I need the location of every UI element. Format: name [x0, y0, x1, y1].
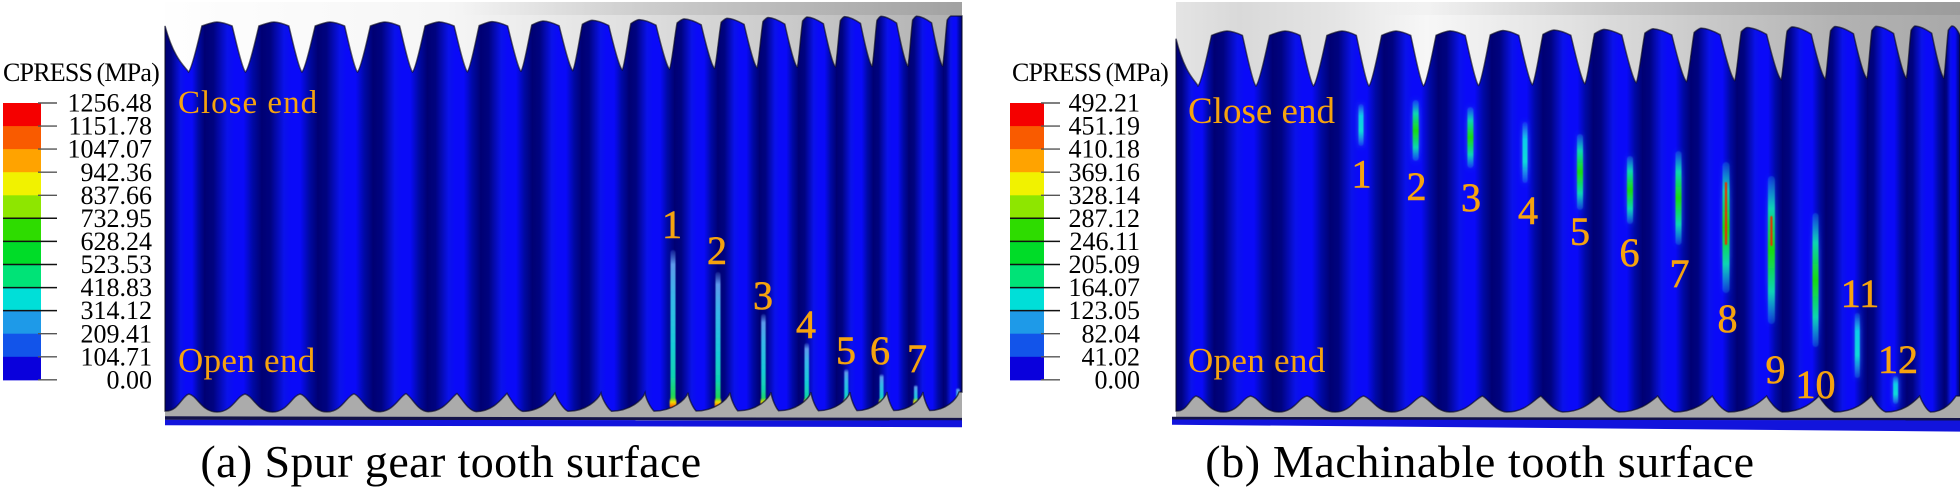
- svg-text:628.24: 628.24: [81, 227, 153, 256]
- svg-text:9: 9: [1766, 347, 1786, 392]
- svg-text:(a) Spur gear tooth surface: (a) Spur gear tooth surface: [200, 436, 701, 487]
- svg-text:328.14: 328.14: [1069, 181, 1141, 210]
- svg-text:4: 4: [796, 302, 816, 347]
- svg-text:369.16: 369.16: [1069, 158, 1141, 187]
- svg-text:0.00: 0.00: [1095, 365, 1141, 394]
- svg-text:451.19: 451.19: [1069, 112, 1141, 141]
- svg-text:104.71: 104.71: [81, 342, 153, 371]
- svg-text:5: 5: [1570, 209, 1590, 254]
- svg-text:1: 1: [1352, 152, 1372, 197]
- svg-text:837.66: 837.66: [81, 181, 153, 210]
- svg-text:314.12: 314.12: [81, 296, 153, 325]
- svg-text:492.21: 492.21: [1069, 89, 1141, 118]
- svg-text:82.04: 82.04: [1082, 319, 1141, 348]
- svg-text:Open end: Open end: [1188, 341, 1326, 380]
- svg-text:2: 2: [707, 228, 727, 273]
- svg-text:942.36: 942.36: [81, 158, 153, 187]
- svg-text:1256.48: 1256.48: [68, 89, 153, 118]
- svg-text:418.83: 418.83: [81, 273, 153, 302]
- svg-text:10: 10: [1796, 362, 1836, 407]
- svg-text:6: 6: [1620, 230, 1640, 275]
- svg-text:1: 1: [662, 202, 682, 247]
- svg-text:209.41: 209.41: [81, 319, 153, 348]
- svg-text:CPRESS (MPa): CPRESS (MPa): [1012, 58, 1168, 87]
- svg-text:41.02: 41.02: [1082, 342, 1141, 371]
- svg-text:11: 11: [1841, 271, 1880, 316]
- svg-text:5: 5: [836, 328, 856, 373]
- svg-text:12: 12: [1878, 337, 1918, 382]
- svg-text:3: 3: [753, 273, 773, 318]
- svg-text:164.07: 164.07: [1069, 273, 1141, 302]
- svg-text:287.12: 287.12: [1069, 204, 1141, 233]
- svg-text:1151.78: 1151.78: [68, 112, 152, 141]
- svg-text:Open end: Open end: [178, 341, 316, 380]
- svg-text:7: 7: [907, 336, 927, 381]
- svg-text:2: 2: [1407, 164, 1427, 209]
- svg-text:205.09: 205.09: [1069, 250, 1141, 279]
- svg-text:8: 8: [1718, 296, 1738, 341]
- svg-text:(b) Machinable tooth surface: (b) Machinable tooth surface: [1205, 436, 1754, 487]
- svg-text:4: 4: [1518, 188, 1538, 233]
- svg-text:123.05: 123.05: [1069, 296, 1141, 325]
- svg-text:246.11: 246.11: [1069, 227, 1140, 256]
- svg-text:410.18: 410.18: [1069, 135, 1141, 164]
- svg-text:6: 6: [870, 328, 890, 373]
- svg-text:523.53: 523.53: [81, 250, 153, 279]
- svg-text:Close end: Close end: [1188, 91, 1335, 132]
- svg-text:Close end: Close end: [178, 85, 318, 121]
- svg-text:1047.07: 1047.07: [68, 135, 153, 164]
- svg-text:0.00: 0.00: [107, 365, 153, 394]
- svg-text:CPRESS (MPa): CPRESS (MPa): [3, 58, 159, 87]
- svg-text:7: 7: [1670, 251, 1690, 296]
- svg-text:732.95: 732.95: [81, 204, 153, 233]
- svg-text:3: 3: [1461, 175, 1481, 220]
